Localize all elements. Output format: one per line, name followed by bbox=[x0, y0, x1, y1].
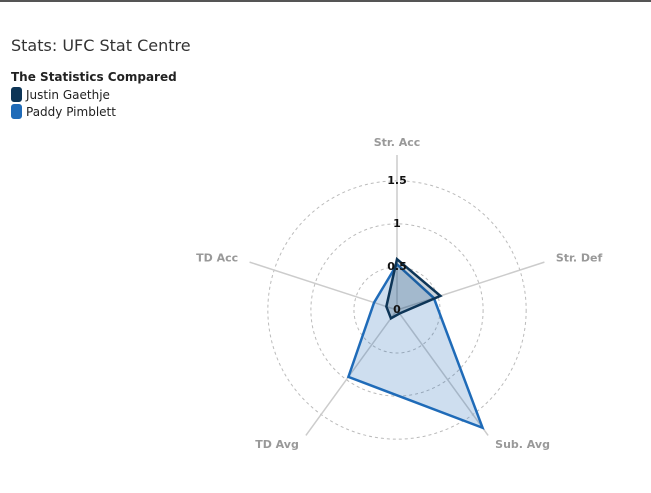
legend-swatch bbox=[11, 104, 22, 119]
r-tick-label: 0 bbox=[393, 303, 401, 316]
axis-line bbox=[396, 309, 489, 436]
series-area bbox=[385, 256, 443, 321]
axis-label: Str. Acc bbox=[374, 136, 421, 149]
legend: The Statistics Compared Justin Gaethje Pa… bbox=[11, 70, 177, 120]
axis-label: TD Avg bbox=[255, 438, 299, 451]
grid-ring bbox=[353, 266, 441, 354]
axis-line bbox=[249, 261, 398, 311]
r-tick-label: 1.5 bbox=[387, 174, 407, 187]
legend-swatch bbox=[11, 87, 22, 102]
r-tick-label: 1 bbox=[393, 217, 401, 230]
legend-title: The Statistics Compared bbox=[11, 70, 177, 84]
page-title: Stats: UFC Stat Centre bbox=[11, 36, 191, 55]
series-area bbox=[346, 262, 485, 430]
grid-ring bbox=[310, 223, 484, 397]
axis-line bbox=[396, 261, 545, 311]
axis-label: Str. Def bbox=[556, 251, 603, 264]
legend-label: Justin Gaethje bbox=[26, 87, 110, 102]
legend-item[interactable]: Paddy Pimblett bbox=[11, 103, 177, 120]
r-tick-label: 0.5 bbox=[387, 260, 407, 273]
axis-line bbox=[305, 309, 398, 436]
axis-label: TD Acc bbox=[196, 251, 238, 264]
legend-label: Paddy Pimblett bbox=[26, 104, 116, 119]
axis-label: Sub. Avg bbox=[495, 438, 550, 451]
legend-item[interactable]: Justin Gaethje bbox=[11, 86, 177, 103]
